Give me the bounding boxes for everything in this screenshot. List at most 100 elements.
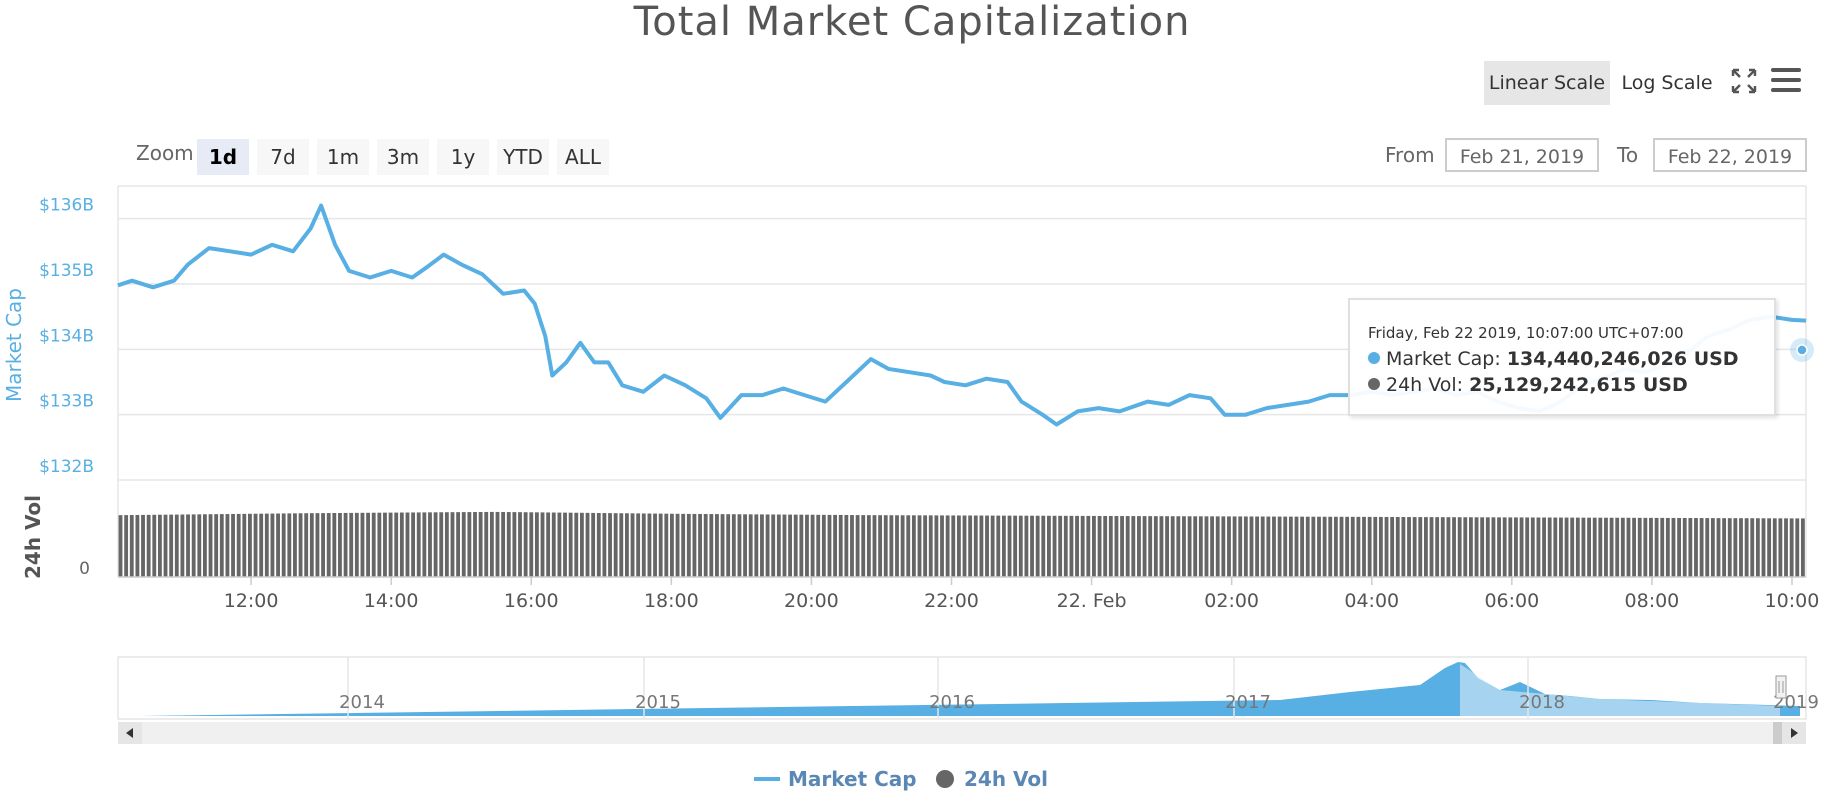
volume-bar: [1457, 517, 1462, 577]
volume-bar: [383, 512, 387, 577]
zoom-1y-button[interactable]: 1y: [437, 139, 489, 175]
volume-bar: [793, 514, 798, 577]
volume-bar: [1750, 518, 1755, 577]
volume-bar: [484, 511, 489, 577]
volume-bar: [1671, 517, 1676, 577]
volume-bar: [428, 512, 432, 577]
y-tick-label: $134B: [39, 326, 94, 346]
volume-bar: [1514, 517, 1518, 577]
volume-bar: [1148, 516, 1153, 577]
legend-24h-vol[interactable]: 24h Vol: [936, 767, 1048, 791]
volume-bar: [529, 512, 534, 577]
linear-scale-button[interactable]: Linear Scale: [1484, 61, 1610, 105]
volume-bar: [1682, 518, 1687, 577]
zoom-1m-button[interactable]: 1m: [317, 139, 369, 175]
volume-bar: [664, 513, 669, 577]
volume-bar: [1463, 517, 1468, 577]
legend-market-cap-label: Market Cap: [788, 767, 917, 791]
zoom-ytd-button[interactable]: YTD: [497, 139, 549, 175]
volume-bar: [1137, 516, 1141, 577]
hamburger-menu-icon[interactable]: [1770, 66, 1802, 94]
volume-bar: [703, 514, 708, 577]
volume-bar: [776, 514, 781, 577]
volume-bar: [1530, 517, 1535, 577]
volume-bar: [1547, 517, 1552, 577]
volume-bar: [1626, 517, 1631, 577]
volume-bar: [546, 512, 551, 577]
volume-bar: [354, 512, 359, 577]
volume-bar: [1423, 517, 1428, 577]
zoom-label: Zoom: [136, 141, 194, 165]
hover-tooltip: Friday, Feb 22 2019, 10:07:00 UTC+07:00 …: [1348, 298, 1776, 416]
zoom-all-button[interactable]: ALL: [557, 139, 609, 175]
volume-bar: [1092, 515, 1096, 577]
tooltip-market-cap-value: 134,440,246,026 USD: [1506, 348, 1739, 370]
to-date-input[interactable]: Feb 22, 2019: [1653, 138, 1807, 172]
volume-bar: [1395, 517, 1400, 577]
y-tick-label: $136B: [39, 196, 94, 216]
volume-bar: [411, 512, 416, 577]
volume-bar: [1086, 515, 1091, 577]
scroll-thumb[interactable]: [1773, 722, 1783, 744]
x-axis-labels: 12:00 14:00 16:00 18:00 20:00 22:00 22. Feb 02:…: [224, 577, 1819, 612]
zoom-1d-button[interactable]: 1d: [197, 139, 249, 175]
zoom-3m-button[interactable]: 3m: [377, 139, 429, 175]
navigator-scrollbar[interactable]: [118, 722, 1806, 744]
volume-bar: [1159, 516, 1164, 577]
volume-bar: [1024, 515, 1029, 577]
volume-bar: [1525, 517, 1530, 577]
volume-bar: [512, 512, 517, 577]
volume-bar: [608, 513, 612, 577]
fullscreen-icon[interactable]: [1730, 67, 1758, 95]
volume-bar: [1362, 516, 1366, 577]
volume-bar: [551, 512, 556, 577]
log-scale-button[interactable]: Log Scale: [1621, 72, 1713, 94]
volume-bar: [1789, 518, 1794, 577]
volume-bar: [1350, 516, 1355, 577]
volume-bars: [118, 511, 1805, 577]
volume-bar: [940, 515, 944, 577]
volume-bar: [1694, 518, 1698, 577]
volume-bar: [844, 515, 849, 577]
volume-bar: [956, 515, 961, 577]
volume-bar: [124, 515, 129, 577]
volume-bar: [309, 513, 314, 577]
volume-bar: [574, 512, 579, 577]
volume-bar: [293, 513, 297, 577]
volume-bar: [1407, 517, 1411, 577]
volume-bar: [872, 515, 877, 577]
volume-bar: [1733, 518, 1738, 577]
volume-bar: [444, 512, 449, 577]
volume-bar: [816, 514, 821, 577]
from-date-input[interactable]: Feb 21, 2019: [1445, 138, 1599, 172]
volume-bar: [1553, 517, 1558, 577]
volume-bar: [1677, 517, 1682, 577]
navigator-year-label: 2014: [339, 692, 385, 713]
volume-bar: [338, 512, 342, 577]
volume-bar: [647, 513, 652, 577]
volume-bar: [675, 513, 680, 577]
zoom-7d-button[interactable]: 7d: [257, 139, 309, 175]
volume-bar: [619, 513, 624, 577]
volume-bar: [1767, 518, 1772, 577]
volume-bar: [1198, 516, 1203, 577]
volume-bar: [737, 514, 742, 577]
legend-market-cap[interactable]: Market Cap: [754, 767, 917, 791]
volume-bar: [422, 512, 427, 577]
volume-bar: [917, 515, 922, 577]
x-tick-label: 12:00: [224, 590, 279, 612]
volume-bar: [298, 513, 303, 577]
y-axis-labels: $132B $133B $134B $135B $136B: [39, 196, 94, 477]
volume-bar: [636, 513, 641, 577]
y-tick-label: $133B: [39, 392, 94, 412]
volume-bar: [1322, 516, 1327, 577]
volume-bar: [518, 512, 522, 577]
volume-bar: [1165, 516, 1169, 577]
volume-bar: [1446, 517, 1451, 577]
y-axis-title: Market Cap: [2, 288, 26, 402]
navigator-handle[interactable]: [1775, 675, 1787, 699]
volume-bar: [1710, 518, 1715, 577]
volume-bar: [653, 513, 657, 577]
volume-bar: [579, 512, 584, 577]
volume-bar: [1103, 515, 1108, 577]
